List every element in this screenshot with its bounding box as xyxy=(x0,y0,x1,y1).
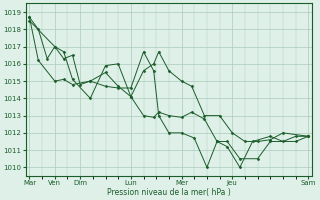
X-axis label: Pression niveau de la mer( hPa ): Pression niveau de la mer( hPa ) xyxy=(107,188,231,197)
